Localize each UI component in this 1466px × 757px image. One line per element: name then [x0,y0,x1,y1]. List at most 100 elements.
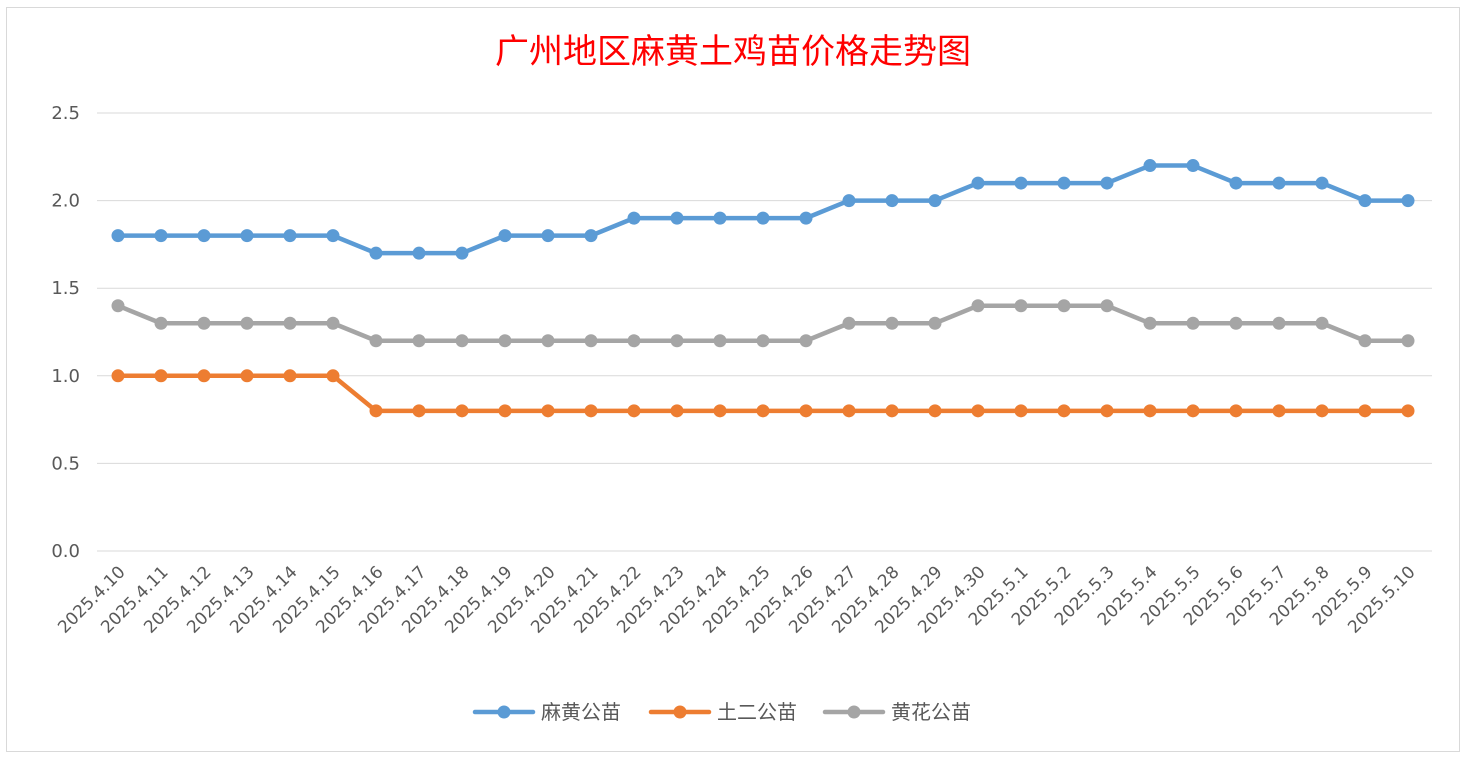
data-point[interactable] [1186,404,1200,418]
data-point[interactable] [498,229,512,243]
data-point[interactable] [240,369,254,383]
data-point[interactable] [240,316,254,330]
data-point[interactable] [1315,316,1329,330]
data-point[interactable] [756,211,770,225]
data-point[interactable] [1401,404,1415,418]
data-point[interactable] [799,211,813,225]
data-point[interactable] [627,334,641,348]
data-point[interactable] [1014,176,1028,190]
data-point[interactable] [541,334,555,348]
data-point[interactable] [1057,176,1071,190]
data-point[interactable] [971,176,985,190]
data-point[interactable] [498,404,512,418]
data-point[interactable] [1100,176,1114,190]
data-point[interactable] [799,334,813,348]
data-point[interactable] [369,246,383,260]
data-point[interactable] [1229,176,1243,190]
data-point[interactable] [412,404,426,418]
data-point[interactable] [412,246,426,260]
data-point[interactable] [154,369,168,383]
data-point[interactable] [1057,299,1071,313]
data-point[interactable] [1401,334,1415,348]
data-point[interactable] [455,334,469,348]
data-point[interactable] [885,316,899,330]
data-point[interactable] [1143,316,1157,330]
data-point[interactable] [584,334,598,348]
data-point[interactable] [842,194,856,208]
data-point[interactable] [713,334,727,348]
data-point[interactable] [369,334,383,348]
data-point[interactable] [455,404,469,418]
legend-dot-marker [497,705,511,719]
data-point[interactable] [1358,194,1372,208]
data-point[interactable] [154,229,168,243]
data-point[interactable] [197,369,211,383]
data-point[interactable] [369,404,383,418]
data-point[interactable] [1229,316,1243,330]
data-point[interactable] [799,404,813,418]
data-point[interactable] [326,229,340,243]
data-point[interactable] [283,229,297,243]
data-point[interactable] [1186,316,1200,330]
chart-area[interactable]: 广州地区麻黄土鸡苗价格走势图 0.0 0.5 1.0 1.5 2.0 2.5 2025.4… [6,7,1460,752]
legend-item[interactable]: 黄花公苗 [822,700,971,724]
data-point[interactable] [885,194,899,208]
data-point[interactable] [842,404,856,418]
data-point[interactable] [1100,404,1114,418]
data-point[interactable] [885,404,899,418]
data-point[interactable] [928,316,942,330]
data-point[interactable] [197,316,211,330]
data-point[interactable] [1272,316,1286,330]
data-point[interactable] [541,229,555,243]
data-point[interactable] [928,404,942,418]
data-point[interactable] [842,316,856,330]
data-point[interactable] [1358,404,1372,418]
data-point[interactable] [111,229,125,243]
data-point[interactable] [1014,404,1028,418]
data-point[interactable] [283,369,297,383]
data-point[interactable] [197,229,211,243]
data-point[interactable] [670,211,684,225]
data-point[interactable] [1100,299,1114,313]
data-point[interactable] [1272,404,1286,418]
data-point[interactable] [1229,404,1243,418]
data-point[interactable] [627,404,641,418]
data-point[interactable] [455,246,469,260]
data-point[interactable] [713,404,727,418]
data-point[interactable] [326,316,340,330]
data-point[interactable] [971,299,985,313]
data-point[interactable] [240,229,254,243]
data-point[interactable] [1057,404,1071,418]
data-point[interactable] [627,211,641,225]
data-point[interactable] [412,334,426,348]
data-point[interactable] [928,194,942,208]
data-point[interactable] [1014,299,1028,313]
data-point[interactable] [971,404,985,418]
data-point[interactable] [1401,194,1415,208]
data-point[interactable] [670,404,684,418]
data-point[interactable] [670,334,684,348]
data-point[interactable] [498,334,512,348]
data-point[interactable] [756,334,770,348]
data-point[interactable] [1186,159,1200,173]
data-point[interactable] [584,229,598,243]
data-point[interactable] [283,316,297,330]
data-point[interactable] [1358,334,1372,348]
data-point[interactable] [1143,159,1157,173]
data-point[interactable] [584,404,598,418]
legend-dot-marker [847,705,861,719]
data-point[interactable] [1143,404,1157,418]
data-point[interactable] [1315,404,1329,418]
data-point[interactable] [541,404,555,418]
series-2 [111,369,1415,418]
data-point[interactable] [1272,176,1286,190]
data-point[interactable] [326,369,340,383]
data-point[interactable] [713,211,727,225]
legend-item[interactable]: 麻黄公苗 [472,700,621,724]
data-point[interactable] [154,316,168,330]
legend-item[interactable]: 土二公苗 [648,700,797,724]
data-point[interactable] [111,299,125,313]
data-point[interactable] [1315,176,1329,190]
data-point[interactable] [756,404,770,418]
data-point[interactable] [111,369,125,383]
